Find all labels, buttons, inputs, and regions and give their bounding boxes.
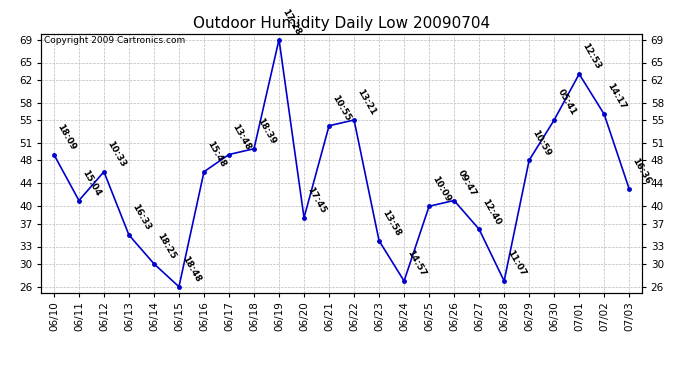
Text: 12:40: 12:40 <box>480 197 502 226</box>
Text: 15:04: 15:04 <box>80 168 102 198</box>
Text: 10:09: 10:09 <box>431 174 453 204</box>
Text: 12:53: 12:53 <box>580 42 602 71</box>
Text: 10:55: 10:55 <box>331 94 353 123</box>
Text: 15:48: 15:48 <box>206 140 228 169</box>
Text: 13:58: 13:58 <box>380 209 402 238</box>
Text: 16:36: 16:36 <box>631 157 653 186</box>
Text: 13:48: 13:48 <box>230 122 253 152</box>
Text: 10:33: 10:33 <box>106 140 128 169</box>
Text: Copyright 2009 Cartronics.com: Copyright 2009 Cartronics.com <box>44 36 186 45</box>
Text: 05:41: 05:41 <box>555 88 578 117</box>
Text: 18:48: 18:48 <box>180 255 203 284</box>
Text: 14:57: 14:57 <box>406 249 428 278</box>
Text: 13:21: 13:21 <box>355 88 377 117</box>
Text: 10:59: 10:59 <box>531 128 553 158</box>
Text: 09:47: 09:47 <box>455 168 477 198</box>
Text: 16:33: 16:33 <box>130 203 152 232</box>
Text: 18:09: 18:09 <box>55 122 77 152</box>
Text: 14:17: 14:17 <box>606 82 628 111</box>
Text: 18:39: 18:39 <box>255 117 277 146</box>
Title: Outdoor Humidity Daily Low 20090704: Outdoor Humidity Daily Low 20090704 <box>193 16 490 31</box>
Text: 17:28: 17:28 <box>280 8 303 37</box>
Text: 17:45: 17:45 <box>306 186 328 215</box>
Text: 11:07: 11:07 <box>506 249 528 278</box>
Text: 18:25: 18:25 <box>155 232 177 261</box>
